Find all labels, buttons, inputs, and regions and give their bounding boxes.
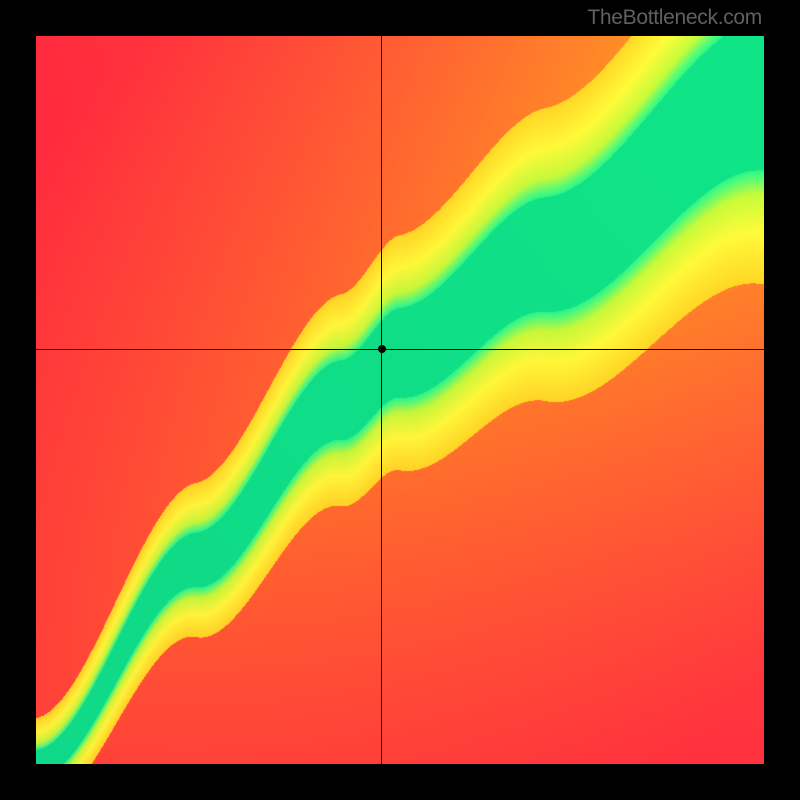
crosshair-horizontal	[36, 349, 764, 350]
chart-container: TheBottleneck.com	[0, 0, 800, 800]
crosshair-point	[378, 345, 386, 353]
plot-area	[36, 36, 764, 764]
crosshair-vertical	[381, 36, 382, 764]
heatmap-canvas	[36, 36, 764, 764]
watermark-text: TheBottleneck.com	[587, 6, 762, 30]
